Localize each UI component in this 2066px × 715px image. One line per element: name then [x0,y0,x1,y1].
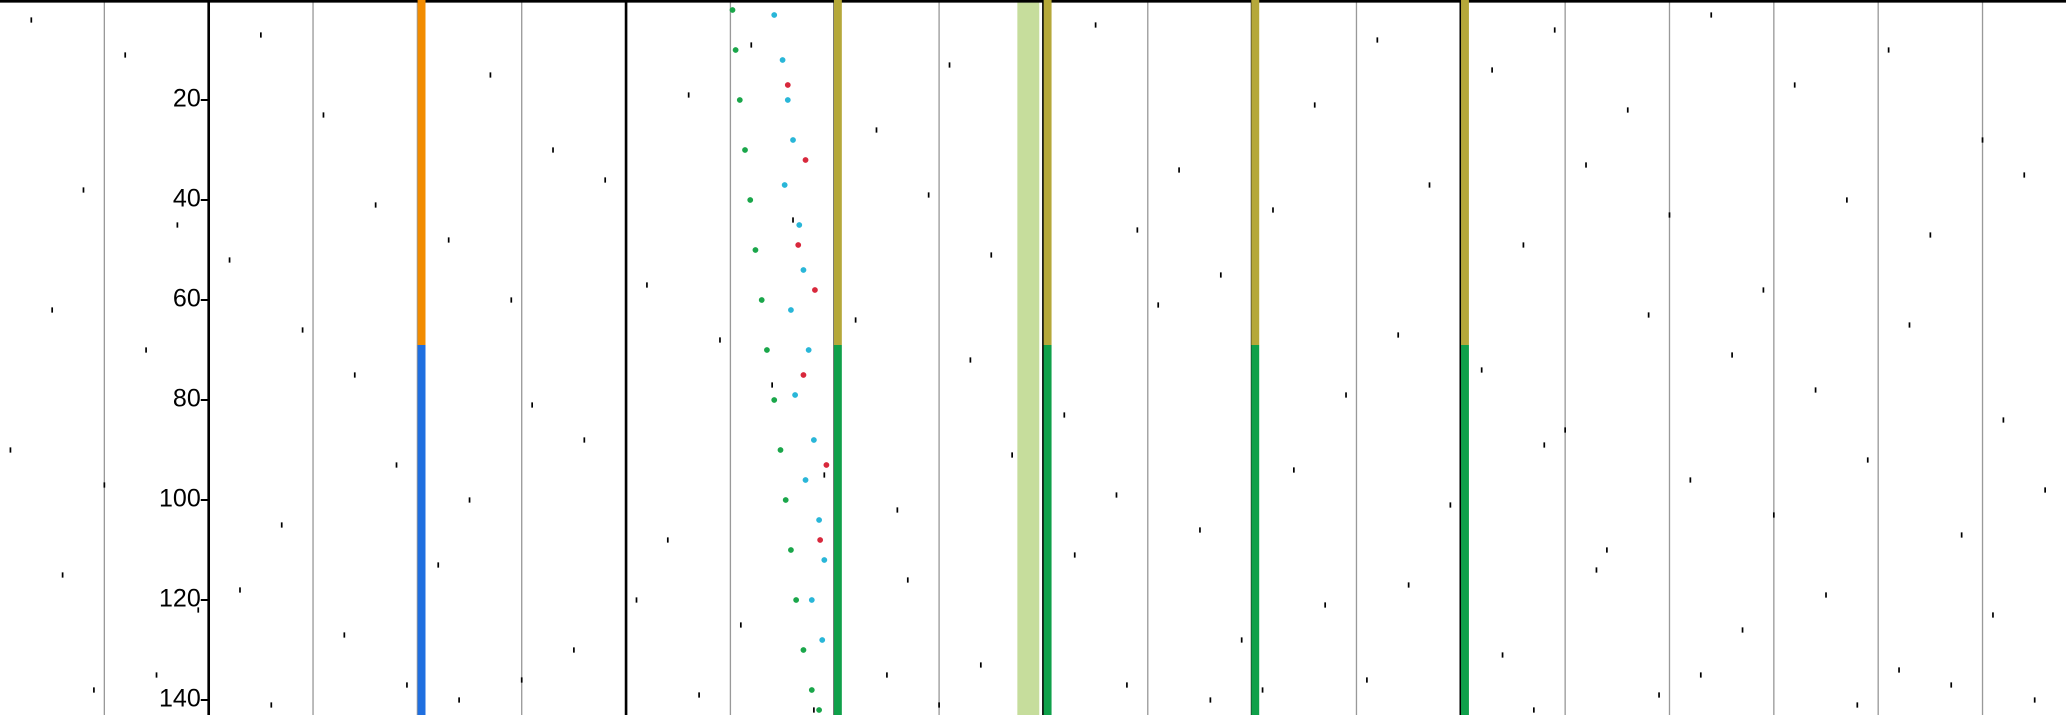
event-dot [802,477,809,483]
event-dot [747,197,754,203]
y-tick-label: 40 [173,185,201,213]
event-dot [823,462,830,468]
event-dot [779,57,786,63]
y-tick-label: 120 [159,585,201,613]
event-dot [800,372,807,378]
event-dot [808,687,815,693]
event-dot [784,82,791,88]
event-dot [790,137,796,143]
event-dot [788,547,794,553]
band [1017,0,1040,715]
y-tick-label: 80 [173,385,201,413]
event-dot [816,517,822,523]
event-dot [788,307,794,313]
event-dot [782,497,789,503]
event-dot [784,97,791,103]
event-dot [752,247,759,253]
event-dot [819,637,826,643]
event-dot [758,297,765,303]
event-dot [795,242,802,248]
y-tick-label: 100 [159,485,201,513]
event-dot [781,182,788,188]
event-dot [802,157,809,163]
event-dot [736,97,743,103]
event-dot [793,597,800,603]
event-dot [771,12,778,18]
event-dot [816,707,822,713]
y-tick-label: 140 [159,685,201,713]
event-dot [800,267,807,273]
event-dot [771,397,778,403]
event-dot [742,147,748,153]
event-dot [796,222,803,228]
event-dot [812,287,818,293]
event-dot [808,597,815,603]
event-dot [805,347,812,353]
event-dot [821,557,828,563]
event-dot [777,447,784,453]
event-dot [810,437,817,443]
y-tick-label: 60 [173,285,201,313]
y-tick-label: 20 [173,85,201,113]
event-dot [732,47,739,53]
event-dot [764,347,770,353]
event-dot [729,7,736,13]
event-dot [800,647,807,653]
event-dot [817,537,824,543]
event-dot [792,392,798,398]
